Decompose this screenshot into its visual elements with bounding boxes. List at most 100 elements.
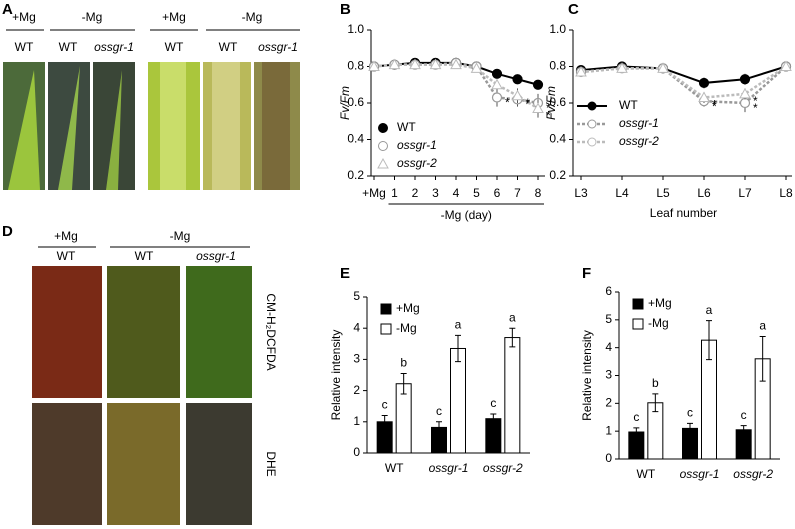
error-bar <box>509 327 516 348</box>
error-bar <box>740 425 747 435</box>
photo <box>186 403 252 525</box>
column-label: WT <box>59 40 78 54</box>
column-label: WT <box>57 249 76 263</box>
point <box>491 78 503 90</box>
y-tick-label: 1.0 <box>549 22 566 36</box>
x-tick-label: 6 <box>494 186 501 200</box>
photo <box>186 266 252 398</box>
significance: * <box>753 101 758 115</box>
legend-label: WT <box>397 120 416 134</box>
y-axis-title: Relative intensity <box>329 330 343 421</box>
point <box>575 65 587 77</box>
y-tick-label: 0.4 <box>347 132 364 146</box>
legend-swatch <box>632 298 644 310</box>
error-bar <box>706 320 712 361</box>
x-tick-label: L3 <box>574 186 588 200</box>
significance: * <box>753 94 758 108</box>
point <box>491 92 503 103</box>
bar <box>504 337 521 454</box>
series-line <box>580 65 787 84</box>
x-tick-label: WT <box>637 467 656 481</box>
significance: * <box>526 98 531 112</box>
error-bar <box>455 334 461 363</box>
x-tick-label: WT <box>385 461 404 475</box>
panel-label: F <box>582 265 591 282</box>
x-tick-label: L5 <box>656 186 670 200</box>
legend-label: ossgr-2 <box>619 134 659 148</box>
x-axis-title: Leaf number <box>650 206 717 220</box>
significance: * <box>505 96 510 110</box>
legend-marker <box>587 101 597 111</box>
x-tick-label: ossgr-2 <box>483 461 523 475</box>
column-label: WT <box>135 249 154 263</box>
legend-label: -Mg <box>396 321 417 335</box>
column-label: ossgr-1 <box>196 249 236 263</box>
panel-d: +Mg -Mg WT WT ossgr-1 CM-H₂DCFDA DHE <box>32 229 278 525</box>
x-axis-title: -Mg (day) <box>441 208 492 222</box>
point <box>388 58 401 70</box>
significance-letter: c <box>382 398 388 412</box>
x-tick-label: 2 <box>412 186 419 200</box>
column-label: WT <box>219 40 238 54</box>
series-line <box>580 65 787 99</box>
y-tick-label: 0.4 <box>549 132 566 146</box>
legend-label: ossgr-2 <box>397 156 437 170</box>
y-tick-label: 5 <box>353 289 360 303</box>
point <box>698 77 710 89</box>
point <box>657 62 669 73</box>
legend-label: WT <box>619 98 638 112</box>
x-tick-label: 3 <box>432 186 439 200</box>
legend-label: +Mg <box>648 296 672 310</box>
bar <box>450 347 466 454</box>
legend-label: -Mg <box>648 316 669 330</box>
group-label: +Mg <box>12 10 36 24</box>
point <box>780 60 792 71</box>
panel-label: E <box>340 265 350 282</box>
point <box>739 74 751 85</box>
y-tick-label: 0 <box>353 445 360 459</box>
error-bar <box>687 422 693 434</box>
panel-label: C <box>568 1 579 18</box>
significance-letter: c <box>633 410 639 424</box>
error-bar <box>381 415 388 429</box>
x-tick-label: ossgr-1 <box>680 467 720 481</box>
photo <box>32 266 102 398</box>
error-bar <box>400 372 407 395</box>
error-bar <box>652 393 659 413</box>
y-tick-label: 1.0 <box>347 22 364 36</box>
leaf <box>8 70 40 190</box>
point <box>739 87 751 99</box>
point <box>532 79 544 90</box>
point <box>429 58 442 70</box>
y-tick-label: 4 <box>353 320 360 334</box>
significance-letter: c <box>436 404 442 418</box>
significance-letter: a <box>706 303 713 317</box>
significance: * <box>546 109 551 123</box>
legend-swatch <box>380 323 392 335</box>
panel-label: D <box>2 223 13 240</box>
x-tick-label: L7 <box>738 186 752 200</box>
x-tick-label: ossgr-1 <box>429 461 469 475</box>
point <box>409 58 421 70</box>
error-bar <box>436 421 442 434</box>
column-label: ossgr-1 <box>258 40 298 54</box>
y-axis-title: Fv/Fm <box>544 86 558 120</box>
stem <box>212 62 240 190</box>
legend-marker <box>378 123 388 133</box>
point <box>532 102 544 113</box>
y-tick-label: 3 <box>605 368 612 382</box>
group-label: -Mg <box>82 10 103 24</box>
x-tick-label: 8 <box>535 186 542 200</box>
y-tick-label: 1 <box>353 414 360 428</box>
legend-swatch <box>380 303 392 315</box>
group-label: -Mg <box>170 229 191 243</box>
panel-a: +Mg -Mg +Mg -Mg WT WT ossgr-1 WT WT ossg… <box>3 10 300 190</box>
x-tick-label: +Mg <box>362 186 386 200</box>
photo <box>32 403 102 525</box>
significance-letter: b <box>652 376 659 390</box>
y-tick-label: 6 <box>605 284 612 298</box>
legend-marker <box>378 141 388 151</box>
x-tick-label: 1 <box>391 186 398 200</box>
y-tick-label: 3 <box>353 352 360 366</box>
